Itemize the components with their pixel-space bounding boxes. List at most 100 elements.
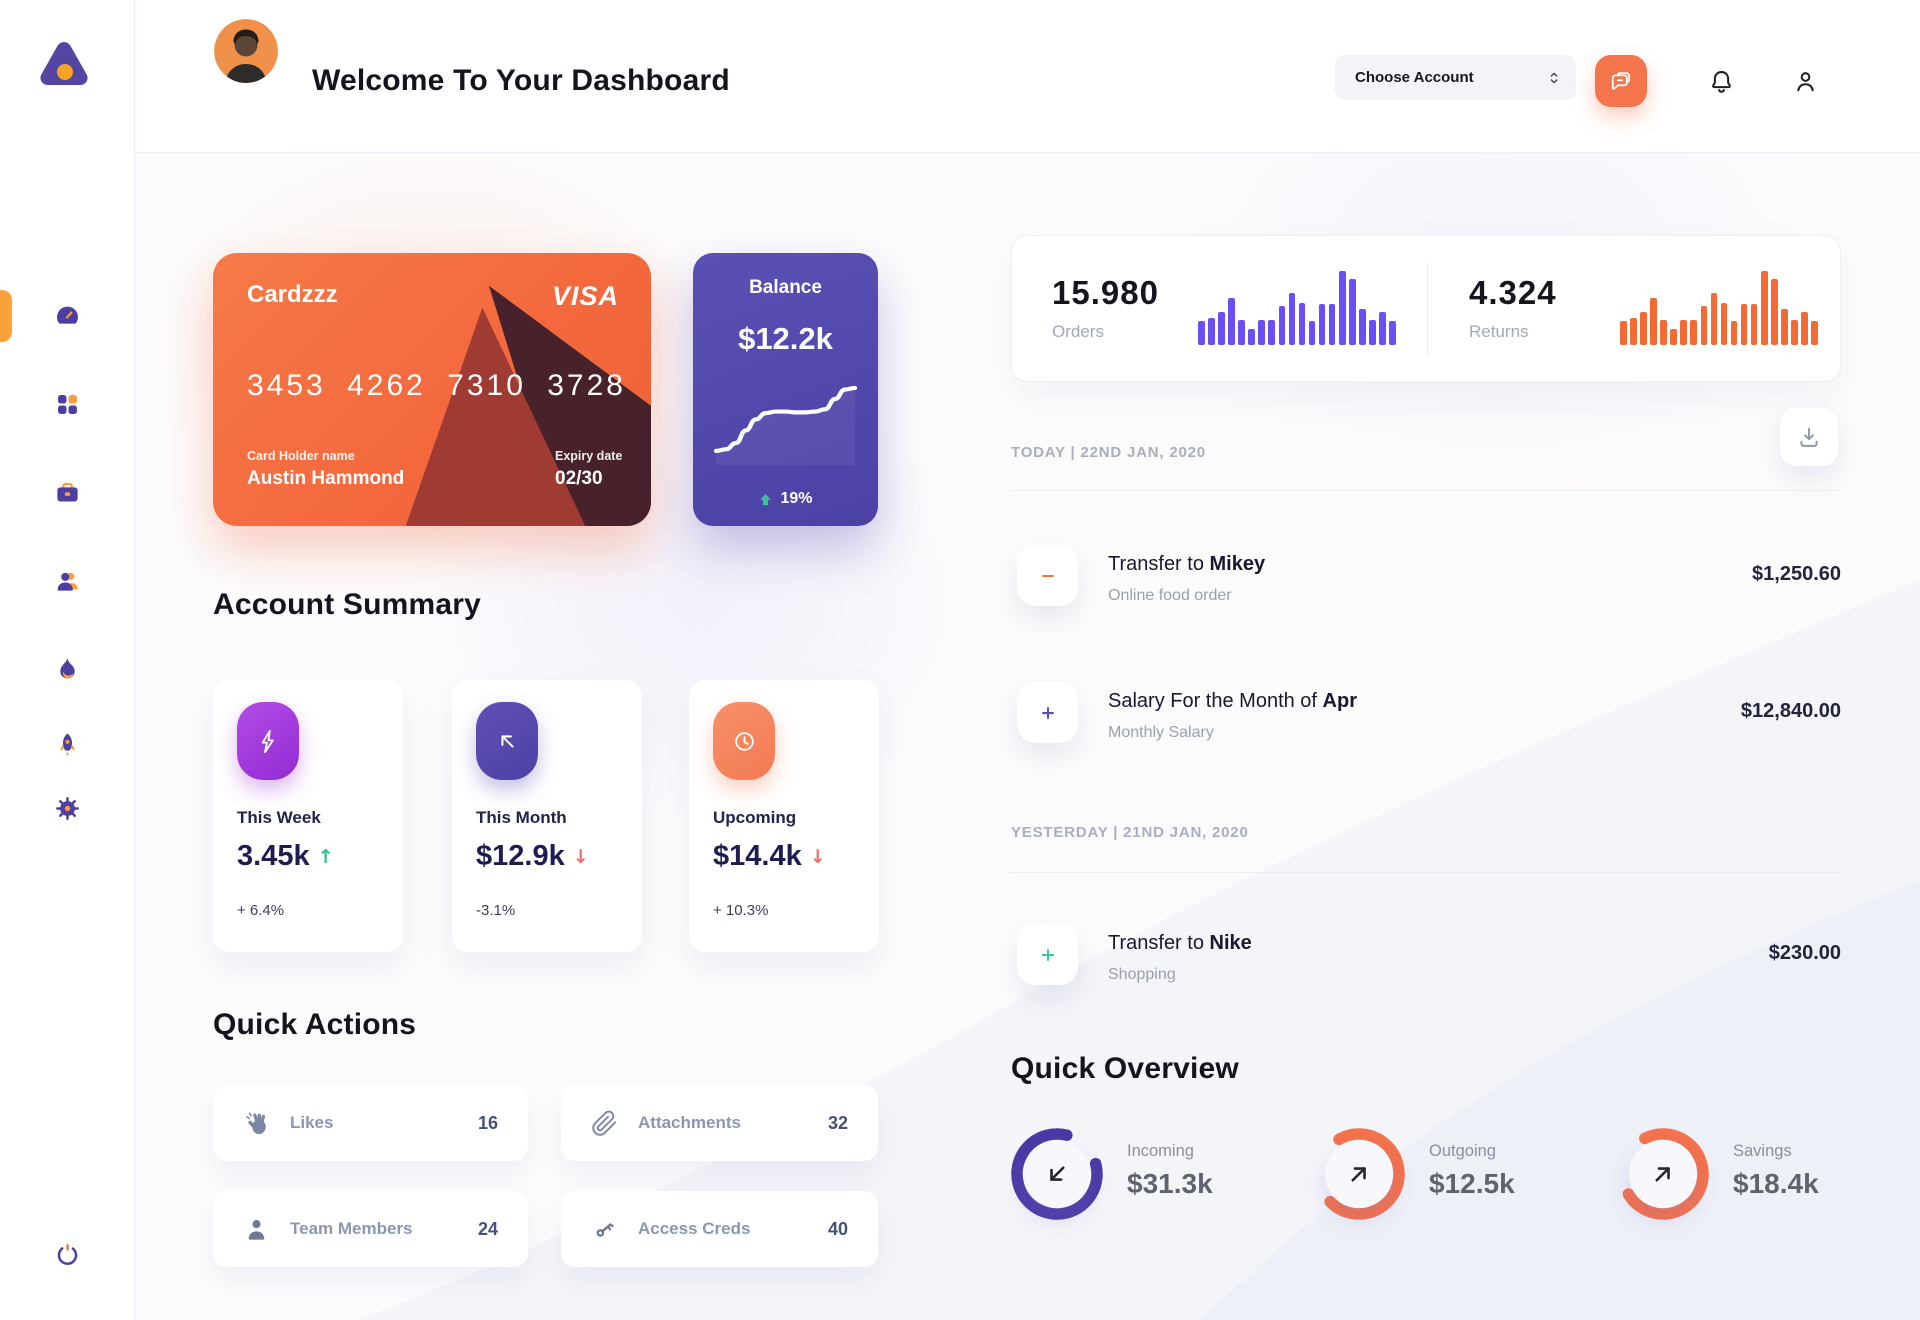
txn-subtitle: Shopping bbox=[1108, 966, 1176, 983]
quick-action-count: 40 bbox=[827, 1218, 848, 1239]
txn-row-salary[interactable]: Salary For the Month of Apr Monthly Sala… bbox=[1011, 680, 1841, 756]
balance-change-value: 19% bbox=[780, 490, 813, 507]
txn-title-prefix: Transfer to bbox=[1108, 553, 1210, 575]
rocket-icon bbox=[60, 733, 75, 755]
trend-down-icon: ↓ bbox=[809, 845, 826, 868]
sidebar-item-team[interactable] bbox=[0, 556, 135, 604]
quick-action-team-members[interactable]: Team Members 24 bbox=[213, 1191, 528, 1267]
quick-action-label: Team Members bbox=[290, 1219, 413, 1238]
gear-icon bbox=[56, 796, 79, 820]
plus-icon bbox=[1041, 948, 1054, 961]
summary-value: $12.9k ↓ bbox=[476, 840, 589, 873]
arrow-down-left-icon bbox=[1050, 1166, 1065, 1181]
txn-title: Transfer to Mikey bbox=[1108, 553, 1265, 576]
returns-value: 4.324 bbox=[1469, 274, 1557, 311]
balance-change: 19% bbox=[693, 490, 878, 508]
overview-outgoing: Outgoing $12.5k bbox=[1313, 1128, 1613, 1238]
txn-title-bold: Nike bbox=[1209, 932, 1252, 954]
card-holder-label: Card Holder name bbox=[247, 449, 355, 463]
overview-savings: Savings $18.4k bbox=[1617, 1128, 1917, 1238]
app-logo-icon bbox=[40, 42, 88, 85]
sidebar bbox=[0, 0, 135, 1320]
account-dropdown[interactable]: Choose Account bbox=[1335, 55, 1576, 100]
txn-row-nike[interactable]: Transfer to Nike Shopping $230.00 bbox=[1011, 922, 1841, 998]
sidebar-item-work[interactable] bbox=[0, 468, 135, 516]
quick-action-label: Access Creds bbox=[638, 1219, 751, 1238]
orders-bar-chart bbox=[1198, 271, 1396, 345]
trend-down-icon: ↓ bbox=[572, 845, 589, 868]
summary-value-text: $12.9k bbox=[476, 840, 565, 872]
txn-amount: $12,840.00 bbox=[1740, 700, 1841, 722]
overview-label: Incoming bbox=[1127, 1142, 1194, 1160]
txn-row-mikey[interactable]: Transfer to Mikey Online food order $1,2… bbox=[1011, 543, 1841, 619]
account-dropdown-label: Choose Account bbox=[1355, 69, 1474, 86]
summary-card-week: This Week 3.45k ↑ + 6.4% bbox=[213, 680, 403, 952]
clap-icon bbox=[246, 1111, 266, 1134]
sidebar-item-settings[interactable] bbox=[0, 784, 135, 832]
overview-value: $12.5k bbox=[1429, 1168, 1515, 1199]
plus-icon bbox=[1041, 706, 1054, 719]
txn-amount: $230.00 bbox=[1768, 942, 1841, 964]
quick-action-count: 24 bbox=[477, 1218, 498, 1239]
donut-inner bbox=[1629, 1140, 1697, 1208]
txn-title-bold: Mikey bbox=[1209, 553, 1266, 575]
overview-value: $31.3k bbox=[1127, 1168, 1213, 1199]
quick-action-label: Likes bbox=[290, 1113, 334, 1132]
summary-delta: + 10.3% bbox=[713, 902, 769, 919]
users-icon bbox=[57, 572, 78, 591]
balance-sparkline bbox=[713, 385, 858, 466]
quick-action-access-creds[interactable]: Access Creds 40 bbox=[561, 1191, 878, 1267]
overview-value: $18.4k bbox=[1733, 1168, 1819, 1199]
quick-action-attachments[interactable]: Attachments 32 bbox=[561, 1085, 878, 1161]
chat-icon bbox=[1611, 72, 1631, 90]
paperclip-icon bbox=[592, 1110, 617, 1136]
summary-icon-tile bbox=[237, 702, 299, 780]
txn-title-prefix: Transfer to bbox=[1108, 932, 1210, 954]
quick-action-likes[interactable]: Likes 16 bbox=[213, 1085, 528, 1161]
briefcase-icon bbox=[57, 482, 78, 501]
card-name: Cardzzz bbox=[247, 281, 338, 308]
returns-label: Returns bbox=[1469, 322, 1529, 341]
card-holder-name: Austin Hammond bbox=[247, 468, 405, 489]
summary-label: This Month bbox=[476, 808, 567, 827]
outgoing-donut-chart bbox=[1313, 1128, 1405, 1220]
user-avatar[interactable] bbox=[214, 19, 278, 83]
overview-label: Savings bbox=[1733, 1142, 1792, 1160]
arrow-up-right-icon bbox=[1655, 1167, 1670, 1182]
summary-card-upcoming: Upcoming $14.4k ↓ + 10.3% bbox=[689, 680, 879, 952]
txn-group-header-today: TODAY | 22ND JAN, 2020 bbox=[1011, 444, 1206, 461]
divider bbox=[1011, 872, 1841, 873]
txn-title: Salary For the Month of Apr bbox=[1108, 690, 1357, 713]
sidebar-item-dashboard[interactable] bbox=[0, 292, 135, 340]
profile-button[interactable] bbox=[1779, 55, 1831, 107]
card-expiry: 02/30 bbox=[555, 468, 603, 489]
download-button[interactable] bbox=[1780, 408, 1838, 466]
sidebar-item-launch[interactable] bbox=[0, 720, 135, 768]
grid-icon bbox=[58, 394, 77, 414]
txn-subtitle: Monthly Salary bbox=[1108, 724, 1214, 741]
notifications-button[interactable] bbox=[1695, 55, 1747, 107]
quick-action-count: 32 bbox=[827, 1112, 848, 1133]
topbar: Welcome To Your Dashboard Choose Account bbox=[135, 0, 1920, 153]
summary-label: This Week bbox=[237, 808, 321, 827]
txn-amount: $1,250.60 bbox=[1752, 563, 1841, 585]
key-icon bbox=[596, 1222, 614, 1237]
sidebar-item-apps[interactable] bbox=[0, 380, 135, 428]
selector-icon bbox=[1550, 72, 1558, 83]
txn-subtitle: Online food order bbox=[1108, 587, 1232, 604]
txn-icon-tile bbox=[1017, 924, 1078, 985]
card-number: 3453 4262 7310 3728 bbox=[247, 369, 626, 402]
overview-label: Outgoing bbox=[1429, 1142, 1496, 1160]
lightning-icon bbox=[261, 729, 274, 753]
profile-icon bbox=[1796, 71, 1814, 91]
logout-button[interactable] bbox=[0, 1228, 135, 1280]
card-expiry-label: Expiry date bbox=[555, 449, 623, 463]
balance-card: Balance $12.2k 19% bbox=[693, 253, 878, 526]
sidebar-item-trending[interactable] bbox=[0, 644, 135, 692]
txn-icon-tile bbox=[1017, 682, 1078, 743]
summary-value: $14.4k ↓ bbox=[713, 840, 826, 873]
account-summary-title: Account Summary bbox=[213, 588, 482, 621]
arrow-up-right-icon bbox=[1351, 1167, 1366, 1182]
chat-button[interactable] bbox=[1595, 55, 1647, 107]
